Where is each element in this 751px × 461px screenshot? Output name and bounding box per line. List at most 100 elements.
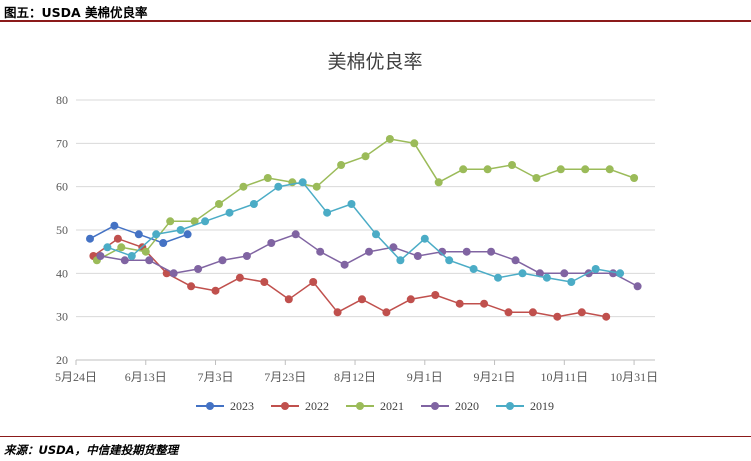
- x-tick-label: 7月23日: [264, 370, 306, 384]
- data-point-2021: [605, 165, 614, 174]
- series-line-2019: [107, 181, 621, 283]
- data-point-2021: [434, 178, 443, 187]
- data-point-2021: [141, 247, 150, 256]
- x-tick-label: 6月13日: [125, 370, 167, 384]
- x-tick-label: 7月3日: [198, 370, 234, 384]
- series-lines: [86, 135, 642, 321]
- data-point-2022: [528, 308, 537, 317]
- data-point-2019: [396, 256, 405, 265]
- data-point-2020: [438, 247, 447, 256]
- legend: 2023 2022 2021 2020 2019: [196, 399, 554, 413]
- chart-svg: 美棉优良率 20 30 40 50 60 70 80 5月24日 6月13日 7月3日 7月23日 8…: [55, 51, 658, 413]
- data-point-2020: [120, 256, 129, 265]
- data-point-2019: [372, 230, 380, 239]
- legend-label: 2019: [530, 399, 554, 413]
- data-point-2022: [602, 312, 611, 321]
- data-point-2021: [508, 161, 516, 169]
- data-point-2021: [337, 161, 346, 169]
- data-point-2019: [103, 243, 112, 252]
- legend-label: 2023: [230, 399, 254, 413]
- data-point-2022: [211, 286, 220, 295]
- data-point-2020: [462, 247, 471, 256]
- legend-item-2022: 2022: [271, 399, 329, 413]
- data-point-2019: [445, 256, 454, 265]
- series-2019: [103, 178, 625, 286]
- data-point-2022: [113, 234, 122, 243]
- data-point-2021: [263, 174, 272, 182]
- source-note: 来源：USDA，中信建投期货整理: [4, 443, 179, 457]
- series-2023: [86, 221, 192, 247]
- data-point-2021: [581, 165, 590, 174]
- data-point-2019: [494, 273, 502, 282]
- data-point-2019: [542, 273, 551, 282]
- top-rule: [0, 20, 751, 22]
- data-point-2020: [487, 247, 496, 256]
- y-tick-label: 60: [56, 180, 68, 194]
- data-point-2020: [194, 265, 203, 273]
- data-point-2022: [480, 299, 489, 308]
- data-point-2022: [260, 278, 269, 286]
- legend-label: 2021: [380, 399, 404, 413]
- legend-item-2021: 2021: [346, 399, 404, 413]
- data-point-2021: [556, 165, 565, 174]
- data-point-2020: [242, 252, 251, 260]
- series-2020: [96, 230, 642, 291]
- x-tick-label: 5月24日: [55, 370, 97, 384]
- data-point-2021: [385, 135, 394, 143]
- x-tick-label: 8月12日: [334, 370, 376, 384]
- data-point-2019: [152, 230, 161, 239]
- legend-item-2023: 2023: [196, 399, 254, 413]
- axes: 20 30 40 50 60 70 80 5月24日 6月13日 7月3日 7月23日 8月12日 9月…: [55, 93, 658, 384]
- data-point-2019: [127, 252, 136, 260]
- data-point-2020: [365, 247, 373, 256]
- data-point-2022: [382, 308, 391, 317]
- data-point-2019: [298, 178, 307, 187]
- data-point-2022: [235, 273, 244, 282]
- x-tick-label: 10月11日: [541, 370, 589, 384]
- series-line-2020: [100, 233, 638, 287]
- legend-label: 2020: [455, 399, 479, 413]
- data-point-2021: [117, 243, 126, 252]
- bottom-rule: [0, 436, 751, 437]
- data-point-2023: [134, 230, 143, 239]
- data-point-2021: [630, 174, 639, 182]
- data-point-2023: [86, 234, 94, 243]
- data-point-2019: [591, 265, 600, 273]
- data-point-2023: [159, 239, 168, 247]
- data-point-2022: [431, 291, 440, 299]
- data-point-2019: [469, 265, 478, 273]
- data-point-2020: [169, 269, 178, 278]
- data-point-2021: [361, 152, 370, 161]
- data-point-2020: [511, 256, 520, 265]
- data-point-2020: [535, 269, 544, 278]
- data-point-2019: [274, 182, 283, 191]
- data-point-2022: [577, 308, 586, 317]
- data-point-2019: [420, 234, 429, 243]
- data-point-2022: [358, 295, 366, 304]
- data-point-2021: [459, 165, 468, 174]
- legend-swatch-marker: [281, 402, 289, 410]
- data-point-2022: [187, 282, 196, 291]
- data-point-2021: [215, 200, 223, 208]
- data-point-2020: [316, 247, 325, 256]
- y-tick-label: 20: [56, 353, 68, 367]
- figure-caption: 图五：USDA 美棉优良率: [4, 5, 148, 20]
- data-point-2021: [190, 217, 199, 226]
- data-point-2020: [413, 252, 422, 260]
- legend-swatch-marker: [506, 402, 514, 410]
- data-point-2019: [323, 208, 332, 217]
- data-point-2022: [504, 308, 513, 317]
- data-point-2022: [455, 299, 464, 308]
- data-point-2020: [145, 256, 154, 265]
- data-point-2021: [483, 165, 492, 174]
- legend-swatch-marker: [356, 402, 364, 410]
- data-point-2021: [410, 139, 419, 148]
- data-point-2019: [518, 269, 527, 278]
- data-point-2019: [567, 278, 576, 286]
- chart-container: 美棉优良率 20 30 40 50 60 70 80 5月24日 6月13日 7月3日 7月23日 8…: [0, 22, 751, 431]
- series-2021: [92, 135, 639, 265]
- data-point-2023: [110, 221, 119, 230]
- y-tick-label: 70: [56, 136, 68, 150]
- series-2022: [89, 234, 611, 321]
- data-point-2020: [96, 252, 105, 260]
